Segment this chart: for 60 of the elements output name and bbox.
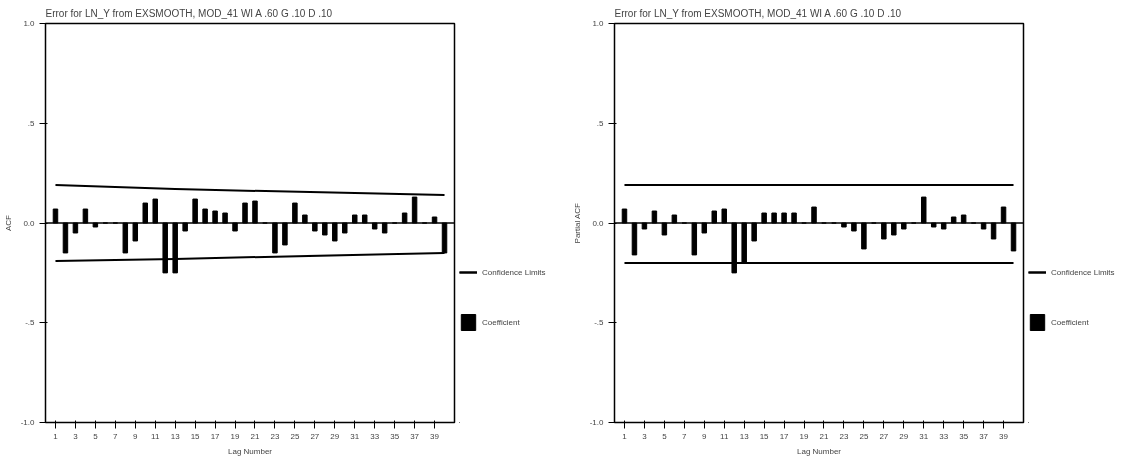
x-tick-label: 29 — [330, 431, 340, 441]
x-tick-label: 33 — [370, 431, 380, 441]
x-tick-label: 5 — [93, 431, 99, 441]
x-tick-label: 17 — [210, 431, 221, 441]
x-tick-label: 29 — [899, 431, 909, 441]
x-tick-label: 5 — [662, 431, 668, 441]
y-tick-label: 1.0 — [23, 19, 36, 28]
y-axis-title: ACF — [3, 214, 13, 231]
y-tick-label: -1.0 — [589, 418, 605, 427]
x-tick-label: 19 — [799, 431, 810, 441]
x-tick-label: 21 — [250, 431, 260, 441]
legend-label: Coefficient — [482, 317, 520, 327]
legend-label: Confidence Limits — [482, 267, 546, 277]
x-tick-label: 11 — [720, 431, 729, 441]
x-tick-label: 27 — [879, 431, 889, 441]
x-tick-label: 35 — [390, 431, 400, 441]
x-tick-label: 1 — [53, 431, 59, 441]
y-tick-label: 0.0 — [592, 218, 605, 228]
x-tick-label: 27 — [310, 431, 320, 441]
x-tick-label: 9 — [702, 431, 708, 441]
x-tick-label: 19 — [230, 431, 241, 441]
x-axis-title: Lag Number — [227, 446, 273, 456]
legend-label: Confidence Limits — [1051, 267, 1115, 277]
x-tick-label: 11 — [151, 431, 160, 441]
x-tick-label: 37 — [979, 431, 989, 441]
x-tick-label: 21 — [819, 431, 829, 441]
x-tick-label: 33 — [939, 431, 949, 441]
x-tick-label: 13 — [170, 431, 181, 441]
x-tick-label: 9 — [133, 431, 139, 441]
x-axis-title: Lag Number — [796, 446, 842, 456]
y-tick-label: -.5 — [25, 318, 36, 328]
chart-title: Error for LN_Y from EXSMOOTH, MOD_41 WI A .60 G .10 D .10 — [614, 7, 902, 19]
x-tick-label: 15 — [190, 431, 201, 441]
y-tick-label: -1.0 — [20, 418, 36, 427]
x-tick-label: 3 — [642, 431, 648, 441]
x-tick-label: 7 — [682, 431, 688, 441]
x-tick-label: 23 — [270, 431, 280, 441]
x-tick-label: 39 — [430, 431, 440, 441]
x-tick-label: 35 — [959, 431, 969, 441]
y-tick-label: .5 — [596, 118, 605, 128]
chart-title: Error for LN_Y from EXSMOOTH, MOD_41 WI A .60 G .10 D .10 — [45, 7, 333, 19]
x-tick-label: 13 — [739, 431, 750, 441]
x-tick-label: 31 — [919, 431, 929, 441]
x-tick-label: 1 — [622, 431, 628, 441]
x-tick-label: 39 — [999, 431, 1009, 441]
x-tick-label: 37 — [410, 431, 420, 441]
y-tick-label: -.5 — [594, 318, 605, 328]
x-tick-label: 3 — [73, 431, 79, 441]
y-tick-label: 1.0 — [592, 19, 605, 28]
x-tick-label: 25 — [290, 431, 300, 441]
y-axis-title: Partial ACF — [572, 202, 582, 244]
x-tick-label: 23 — [839, 431, 849, 441]
y-tick-label: .5 — [27, 118, 36, 128]
x-tick-label: 17 — [779, 431, 790, 441]
y-tick-label: 0.0 — [23, 218, 36, 228]
legend-label: Coefficient — [1051, 317, 1089, 327]
x-tick-label: 31 — [350, 431, 360, 441]
x-tick-label: 15 — [759, 431, 770, 441]
x-tick-label: 7 — [113, 431, 119, 441]
x-tick-label: 25 — [859, 431, 869, 441]
